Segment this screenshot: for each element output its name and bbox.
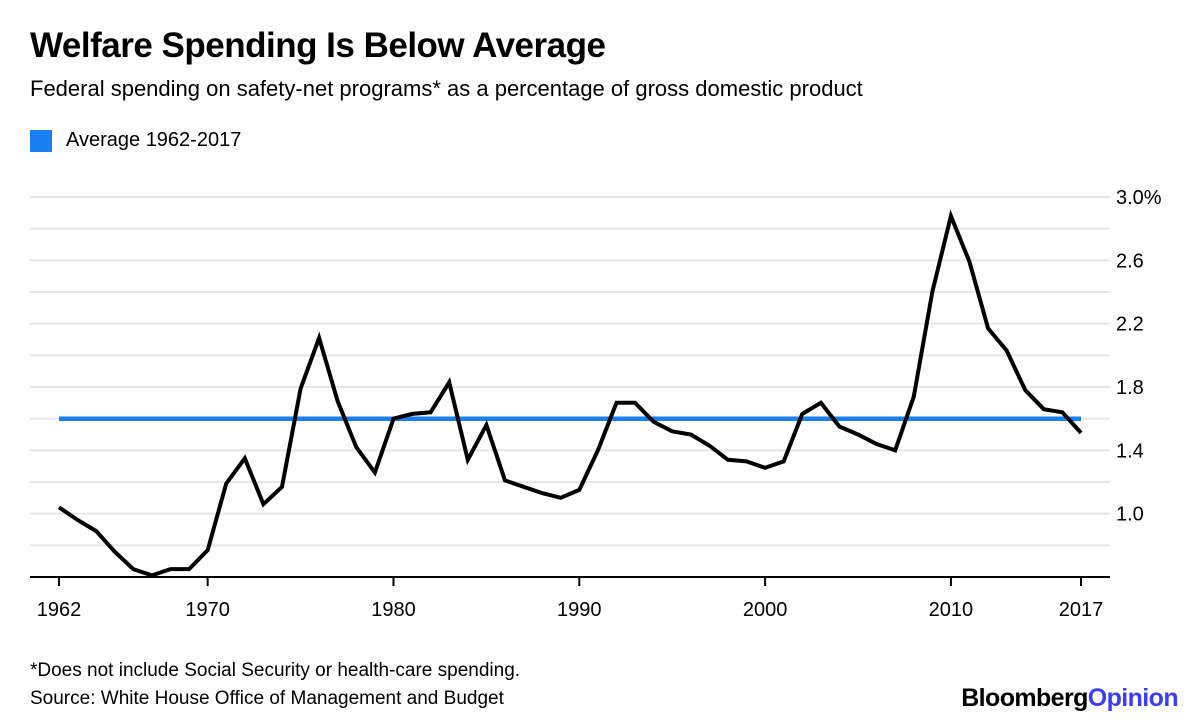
bloomberg-opinion-logo: BloombergOpinion: [961, 684, 1178, 713]
x-tick-label: 2010: [929, 599, 974, 621]
brand-opinion: Opinion: [1087, 684, 1179, 712]
series-layer: [57, 209, 1083, 578]
x-tick-label: 2017: [1059, 599, 1104, 621]
chart-title: Welfare Spending Is Below Average: [30, 26, 606, 65]
footnote: *Does not include Social Security or hea…: [30, 660, 521, 681]
tick-labels: 1962 1970 1980 1990 2000 2010 2017 1.0 1.4 1.8 2.2…: [37, 187, 1162, 621]
x-tick-label: 1980: [371, 599, 416, 621]
x-tick-label: 2000: [743, 599, 788, 621]
y-tick-label: 3.0%: [1116, 187, 1162, 209]
y-tick-label: 1.0: [1116, 504, 1144, 526]
legend-label-average: Average 1962-2017: [66, 129, 242, 151]
y-tick-label: 1.4: [1116, 440, 1144, 462]
x-tick-label: 1990: [557, 599, 602, 621]
y-tick-label: 2.6: [1116, 250, 1144, 272]
brand-bloomberg: Bloomberg: [961, 684, 1088, 712]
legend: Average 1962-2017: [30, 129, 241, 152]
x-axis: [30, 576, 1110, 586]
x-tick-label: 1970: [185, 599, 230, 621]
x-tick-label: 1962: [37, 599, 82, 621]
y-tick-label: 1.8: [1116, 377, 1144, 399]
y-tick-label: 2.2: [1116, 314, 1144, 336]
series-line-spending: [57, 209, 1083, 578]
legend-swatch-average: [30, 129, 52, 152]
chart-subtitle: Federal spending on safety-net programs*…: [30, 76, 863, 101]
source-note: Source: White House Office of Management…: [30, 688, 504, 709]
